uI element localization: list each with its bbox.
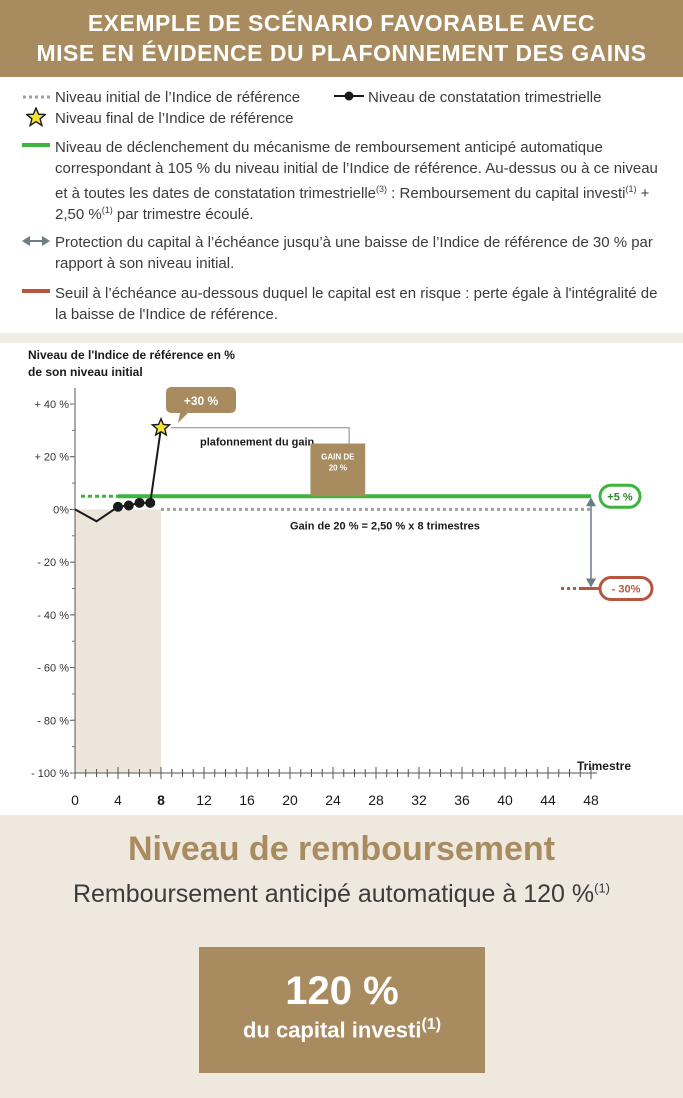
x-tick-label: 32: [411, 792, 427, 808]
scenario-header: EXEMPLE DE SCÉNARIO FAVORABLE AVEC MISE …: [0, 0, 683, 77]
header-title-line1: EXEMPLE DE SCÉNARIO FAVORABLE AVEC: [87, 10, 596, 36]
x-tick-label: 36: [454, 792, 470, 808]
x-tick-label: 4: [114, 792, 122, 808]
shaded-period: [75, 509, 161, 773]
x-tick-label: 40: [497, 792, 513, 808]
y-tick-label: - 80 %: [37, 715, 69, 727]
legend-panel: Niveau initial de l’Indice de référence …: [0, 77, 683, 335]
x-tick-label: 12: [196, 792, 212, 808]
repayment-subtitle-text: Remboursement anticipé automatique à 120…: [72, 880, 595, 908]
star-icon: [26, 107, 46, 127]
double-arrow-icon: [22, 236, 50, 246]
repayment-caption-text: du capital investi: [242, 1017, 422, 1043]
legend-protection-line2: rapport à son niveau initial.: [55, 255, 235, 272]
legend-trigger-line3: et à toutes les dates de constatation tr…: [55, 180, 649, 203]
repayment-percent: 120 %: [285, 969, 399, 1013]
legend-trigger-text-e: par trimestre écoulé.: [112, 206, 254, 223]
y-tick-label: - 40 %: [37, 610, 69, 622]
legend-threshold-line2: la baisse de l'Indice de référence.: [55, 306, 279, 323]
legend-trigger-line1: Niveau de déclenchement du mécanisme de …: [55, 139, 603, 156]
gain-box-line2: 20 %: [329, 464, 347, 473]
gain-box-line1: GAIN DE: [321, 453, 355, 462]
observation-point: [113, 501, 123, 512]
chart-area: Niveau de l'Indice de référence en % de s…: [0, 343, 683, 815]
footnote-ref: (1): [421, 1016, 442, 1033]
legend-trigger-text-c: +: [636, 185, 650, 202]
separator-band: [0, 333, 683, 343]
threshold-line-icon: [22, 289, 50, 293]
repayment-box: 120 % du capital investi(1): [199, 947, 485, 1073]
final-level-star: [150, 416, 172, 437]
trigger-badge-label: +5 %: [607, 491, 633, 503]
final-level-callout: [166, 387, 236, 423]
footnote-ref: (1): [101, 205, 113, 215]
y-tick-label: 0%: [53, 504, 69, 516]
gain-box: [310, 443, 366, 497]
y-tick-label: + 20 %: [34, 452, 69, 464]
x-axis-title: Trimestre: [577, 759, 631, 773]
trigger-badge: [598, 483, 642, 509]
x-tick-label: 16: [239, 792, 255, 808]
x-tick-label: 24: [325, 792, 341, 808]
legend-trigger-text-b: : Remboursement du capital investi: [387, 185, 626, 202]
y-tick-label: + 40 %: [34, 399, 69, 411]
legend-final-level: Niveau final de l’Indice de référence: [55, 110, 294, 127]
cap-label: plafonnement du gain: [200, 437, 315, 449]
x-tick-label: 44: [540, 792, 556, 808]
legend-trigger-text-d: 2,50 %: [55, 206, 102, 223]
footnote-ref: (1): [625, 184, 637, 194]
x-tick-label: 8: [157, 792, 165, 808]
y-axis-title-line2: de son niveau initial: [28, 365, 143, 379]
index-level-chart: Niveau de l'Indice de référence en % de s…: [28, 348, 654, 808]
observation-point: [123, 500, 134, 511]
protection-arrow-head-up: [586, 497, 596, 507]
legend-threshold-line1: Seuil à l’échéance au-dessous duquel le …: [55, 285, 658, 302]
y-tick-label: - 20 %: [37, 557, 69, 569]
x-tick-label: 28: [368, 792, 384, 808]
legend-protection-line1: Protection du capital à l’échéance jusqu…: [55, 234, 653, 251]
legend-quarterly-observation: Niveau de constatation trimestrielle: [368, 89, 602, 106]
repayment-caption: du capital investi(1): [199, 1016, 485, 1043]
trigger-line-icon: [22, 143, 50, 147]
footnote-ref: (1): [594, 880, 611, 896]
observation-point: [145, 497, 156, 508]
x-tick-label: 20: [282, 792, 298, 808]
y-tick-label: - 100 %: [31, 768, 69, 780]
legend-initial-level: Niveau initial de l’Indice de référence: [55, 89, 301, 106]
legend-trigger-line4: 2,50 %(1) par trimestre écoulé.: [55, 201, 254, 224]
repayment-title: Niveau de remboursement: [127, 830, 556, 868]
x-tick-label: 48: [583, 792, 599, 808]
observation-point: [134, 497, 145, 508]
cap-arrow: [171, 427, 350, 446]
y-axis-title-line1: Niveau de l'Indice de référence en %: [28, 348, 235, 362]
legend-trigger-text-a: et à toutes les dates de constatation tr…: [55, 185, 377, 202]
protection-badge-label: - 30%: [612, 584, 641, 596]
gain-formula: Gain de 20 % = 2,50 % x 8 trimestres: [290, 520, 480, 532]
legend-trigger-line2: correspondant à 105 % du niveau initial …: [55, 160, 658, 177]
repayment-subtitle: Remboursement anticipé automatique à 120…: [0, 880, 683, 909]
protection-arrow-head-down: [586, 578, 596, 588]
footnote-ref: (3): [376, 184, 388, 194]
final-level-callout-label: +30 %: [184, 394, 219, 408]
dotted-line-icon: [23, 95, 50, 99]
header-title-line2: MISE EN ÉVIDENCE DU PLAFONNEMENT DES GAI…: [36, 40, 647, 66]
protection-badge: [598, 576, 654, 601]
y-tick-label: - 60 %: [37, 663, 69, 675]
x-tick-label: 0: [71, 792, 79, 808]
quarterly-observation-icon: [334, 91, 364, 101]
